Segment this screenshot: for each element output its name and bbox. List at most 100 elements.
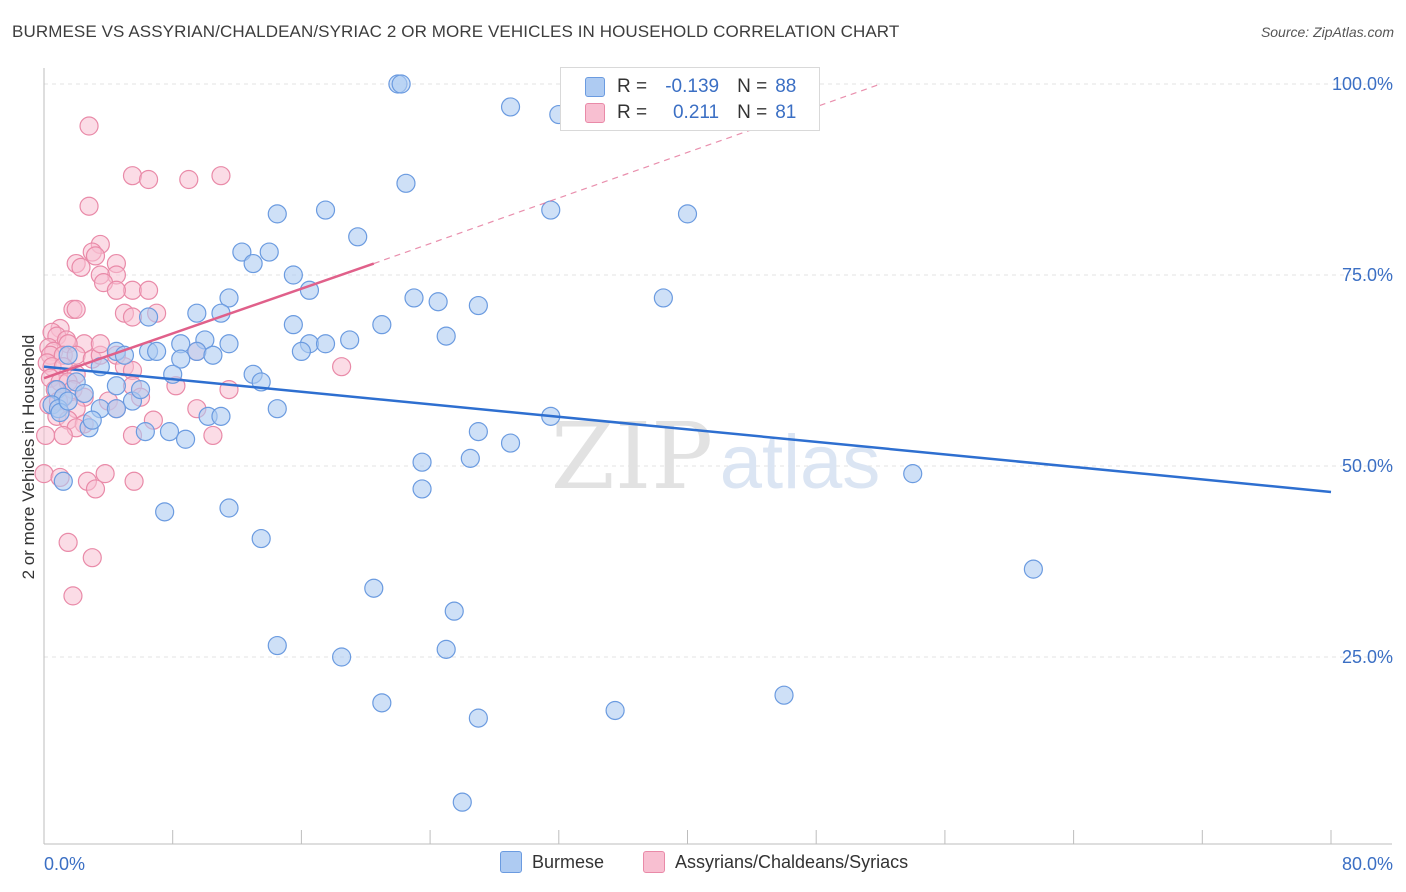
assyrian-r-value: 0.211 xyxy=(672,102,720,123)
burmese-point xyxy=(468,708,488,728)
burmese-point xyxy=(428,292,448,312)
burmese-point xyxy=(396,173,416,193)
chart-title: BURMESE VS ASSYRIAN/CHALDEAN/SYRIAC 2 OR… xyxy=(12,22,900,41)
burmese-point xyxy=(267,635,287,656)
assyrian-swatch xyxy=(585,103,605,123)
burmese-point xyxy=(315,200,336,220)
burmese-point xyxy=(159,422,180,442)
burmese-point xyxy=(203,345,223,365)
burmese-point xyxy=(155,502,175,522)
assyrian-point xyxy=(211,166,231,186)
burmese-point xyxy=(404,288,424,308)
source-label: Source: ZipAtlas.com xyxy=(1260,24,1394,40)
legend-row-assyrian: R = 0.211 N = 81 xyxy=(585,99,796,127)
r-label: R = xyxy=(617,76,648,97)
burmese-point xyxy=(436,326,456,346)
burmese-point xyxy=(372,693,392,713)
burmese-point xyxy=(500,97,521,117)
watermark: ZIP atlas xyxy=(551,403,880,510)
burmese-point xyxy=(452,792,472,812)
burmese-point xyxy=(436,639,456,659)
y-tick-label-100: 100.0% xyxy=(1332,74,1393,94)
assyrian-point xyxy=(53,425,73,446)
burmese-point xyxy=(391,74,411,94)
burmese-point xyxy=(219,334,239,354)
burmese-r-value: -0.139 xyxy=(665,76,720,97)
assyrian-point xyxy=(106,280,126,300)
r-label: R = xyxy=(617,102,648,123)
burmese-point xyxy=(106,376,126,396)
burmese-point xyxy=(53,471,73,491)
assyrian-point xyxy=(90,334,110,354)
burmese-point xyxy=(58,345,78,365)
burmese-point xyxy=(468,422,488,442)
y-tick-label-50: 50.0% xyxy=(1342,456,1393,476)
burmese-point xyxy=(412,479,432,499)
burmese-point xyxy=(1023,559,1043,579)
burmese-point xyxy=(444,601,464,621)
burmese-point xyxy=(412,452,432,472)
tick-labels: 25.0% 50.0% 75.0% 100.0% 0.0% 80.0% xyxy=(44,74,1393,874)
burmese-point xyxy=(372,315,392,335)
burmese-point xyxy=(219,498,239,518)
y-tick-label-25: 25.0% xyxy=(1342,647,1393,667)
burmese-point xyxy=(468,295,488,316)
assyrian-point xyxy=(203,425,223,446)
burmese-point xyxy=(364,578,384,598)
assyrian-point xyxy=(138,169,159,190)
burmese-point xyxy=(315,334,336,354)
burmese-point xyxy=(135,422,155,442)
burmese-point xyxy=(460,448,480,468)
burmese-point xyxy=(219,288,239,308)
burmese-point xyxy=(903,464,923,484)
burmese-point xyxy=(243,253,263,274)
burmese-point xyxy=(82,410,102,430)
burmese-point xyxy=(147,341,167,361)
assyrian-point xyxy=(71,257,91,277)
assyrian-point xyxy=(63,586,83,606)
burmese-point xyxy=(283,265,303,285)
series-legend-assyrian: Assyrians/Chaldeans/Syriacs xyxy=(643,851,908,873)
burmese-point xyxy=(332,647,352,667)
axes xyxy=(43,68,1392,845)
burmese-point xyxy=(541,200,561,220)
burmese-point xyxy=(74,383,94,404)
assyrian-trend-extension xyxy=(373,83,881,265)
burmese-point xyxy=(677,204,698,224)
y-tick-label-75: 75.0% xyxy=(1342,265,1393,285)
burmese-point xyxy=(171,349,191,369)
assyrian-point xyxy=(85,479,106,499)
burmese-point xyxy=(291,341,311,361)
assyrian-point xyxy=(66,299,86,319)
assyrian-point xyxy=(85,246,106,266)
n-label: N = xyxy=(737,102,768,123)
burmese-point xyxy=(340,330,360,350)
assyrian-point xyxy=(36,425,56,446)
burmese-point xyxy=(259,242,279,262)
assyrian-n-value: 81 xyxy=(775,102,797,123)
burmese-swatch xyxy=(585,77,605,97)
burmese-point xyxy=(106,399,126,419)
burmese-point xyxy=(130,380,151,400)
assyrian-point xyxy=(79,196,99,216)
trend-lines xyxy=(43,83,1332,494)
assyrian-point xyxy=(179,169,199,190)
burmese-point xyxy=(211,406,231,426)
burmese-point xyxy=(774,685,794,705)
legend-row-burmese: R = -0.139 N = 88 xyxy=(585,73,796,101)
assyrian-point xyxy=(79,116,99,136)
series-legend-burmese: Burmese xyxy=(500,851,604,873)
burmese-point xyxy=(138,307,159,327)
burmese-legend-label: Burmese xyxy=(532,851,605,872)
assyrian-point xyxy=(122,307,143,327)
assyrian-point xyxy=(124,471,144,491)
assyrian-point xyxy=(58,532,78,553)
burmese-point xyxy=(653,288,673,308)
assyrian-point xyxy=(332,357,352,377)
burmese-point xyxy=(267,399,287,419)
burmese-trend-line xyxy=(43,365,1332,494)
y-axis-label: 2 or more Vehicles in Household xyxy=(19,335,38,580)
burmese-point xyxy=(187,303,207,323)
burmese-point xyxy=(267,204,287,224)
assyrian-point xyxy=(122,280,143,300)
